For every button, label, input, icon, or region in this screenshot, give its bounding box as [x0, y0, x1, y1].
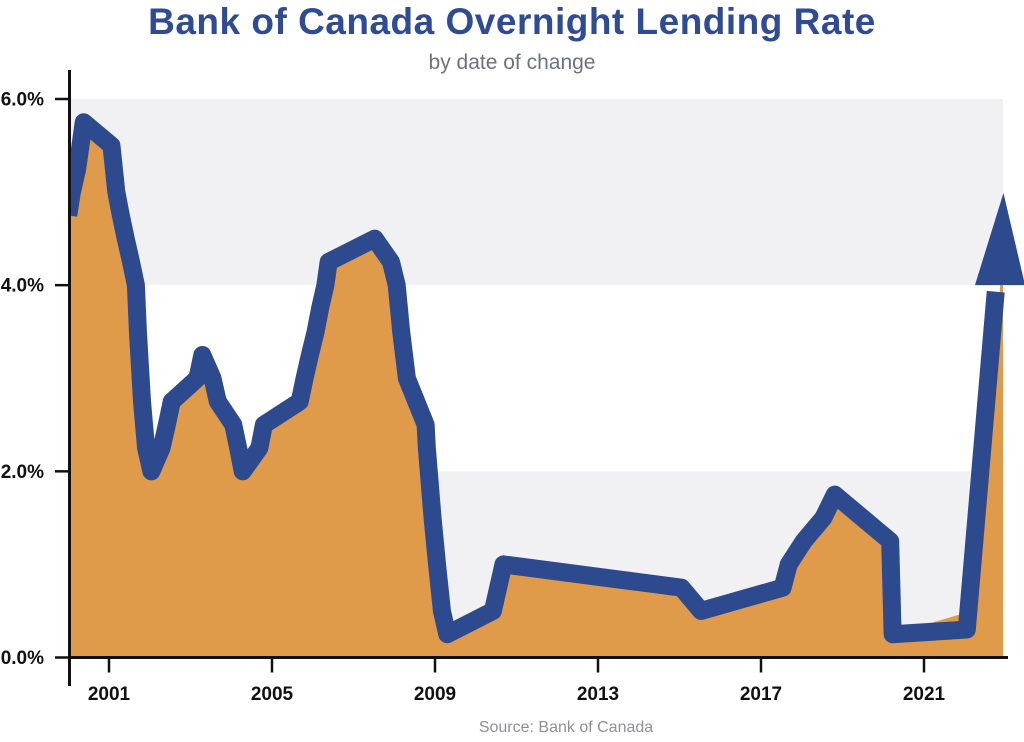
x-axis-label-2017: 2017 — [740, 684, 782, 705]
x-axis-label-2005: 2005 — [251, 684, 294, 705]
rate-line — [70, 113, 1005, 644]
y-axis-label-2: 2.0% — [1, 462, 44, 483]
y-axis-label-6: 6.0% — [1, 90, 44, 111]
y-axis-label-4: 4.0% — [1, 276, 44, 297]
rate-area-fill — [70, 122, 1003, 658]
source-caption: Source: Bank of Canada — [478, 719, 654, 736]
trend-arrow-head — [974, 193, 1024, 286]
page-subtitle: by date of change — [428, 51, 596, 74]
x-axis-label-2021: 2021 — [903, 684, 946, 705]
band-stripe-4-6 — [70, 99, 1003, 286]
x-axis-label-2009: 2009 — [414, 684, 456, 705]
x-axis-label-2001: 2001 — [88, 684, 131, 705]
x-axis-label-2013: 2013 — [577, 684, 619, 705]
page-title: Bank of Canada Overnight Lending Rate — [148, 1, 876, 42]
y-axis-label-0: 0.0% — [1, 648, 44, 669]
